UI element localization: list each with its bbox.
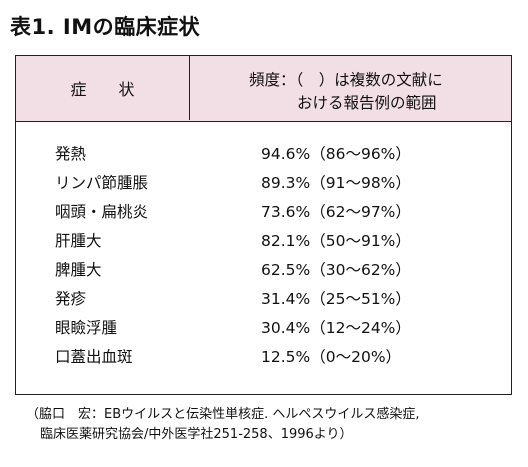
symptom-table: 症 状 頻度：（ ）は複数の文献に おける報告例の範囲 発熱 94.6%（86～…	[15, 55, 512, 395]
table-body: 発熱 94.6%（86～96%） リンパ節腫脹 89.3%（91～98%） 咽頭…	[16, 142, 511, 374]
symptom-cell: 口蓋出血斑	[55, 348, 133, 366]
header-symptom-cell: 症 状	[16, 56, 190, 120]
table-row: 脾腫大 62.5%（30～62%）	[16, 258, 511, 287]
frequency-cell: 94.6%（86～96%）	[261, 145, 411, 163]
table-header: 症 状 頻度：（ ）は複数の文献に おける報告例の範囲	[16, 56, 511, 122]
source-citation-line1: （脇口 宏：EBウイルスと伝染性単核症. ヘルペスウイルス感染症,	[26, 407, 420, 422]
table-row: リンパ節腫脹 89.3%（91～98%）	[16, 171, 511, 200]
frequency-cell: 12.5%（0～20%）	[261, 348, 402, 366]
symptom-cell: 脾腫大	[55, 261, 102, 279]
frequency-cell: 82.1%（50～91%）	[261, 232, 411, 250]
source-citation-line2: 臨床医薬研究協会/中外医学社251-258、1996より）	[40, 427, 353, 442]
symptom-cell: リンパ節腫脹	[55, 174, 149, 192]
source-citation: （脇口 宏：EBウイルスと伝染性単核症. ヘルペスウイルス感染症, 臨床医薬研究…	[26, 405, 420, 445]
header-frequency-cell: 頻度：（ ）は複数の文献に おける報告例の範囲	[190, 56, 511, 120]
header-frequency-label-line1: 頻度：（ ）は複数の文献に	[249, 71, 443, 89]
symptom-cell: 眼瞼浮腫	[55, 319, 118, 337]
table-row: 発疹 31.4%（25～51%）	[16, 287, 511, 316]
frequency-cell: 62.5%（30～62%）	[261, 261, 411, 279]
table-row: 咽頭・扁桃炎 73.6%（62～97%）	[16, 200, 511, 229]
frequency-cell: 31.4%（25～51%）	[261, 290, 411, 308]
table-title: 表1. IMの臨床症状	[10, 15, 201, 39]
table-row: 口蓋出血斑 12.5%（0～20%）	[16, 345, 511, 374]
symptom-cell: 発熱	[55, 145, 87, 163]
header-symptom-label: 症 状	[70, 80, 135, 99]
symptom-cell: 肝腫大	[55, 232, 102, 250]
symptom-cell: 咽頭・扁桃炎	[55, 203, 149, 221]
frequency-cell: 89.3%（91～98%）	[261, 174, 411, 192]
header-frequency-label-line2: おける報告例の範囲	[297, 94, 437, 112]
table-row: 肝腫大 82.1%（50～91%）	[16, 229, 511, 258]
symptom-cell: 発疹	[55, 290, 87, 308]
table-row: 発熱 94.6%（86～96%）	[16, 142, 511, 171]
frequency-cell: 30.4%（12～24%）	[261, 319, 411, 337]
table-row: 眼瞼浮腫 30.4%（12～24%）	[16, 316, 511, 345]
frequency-cell: 73.6%（62～97%）	[261, 203, 411, 221]
